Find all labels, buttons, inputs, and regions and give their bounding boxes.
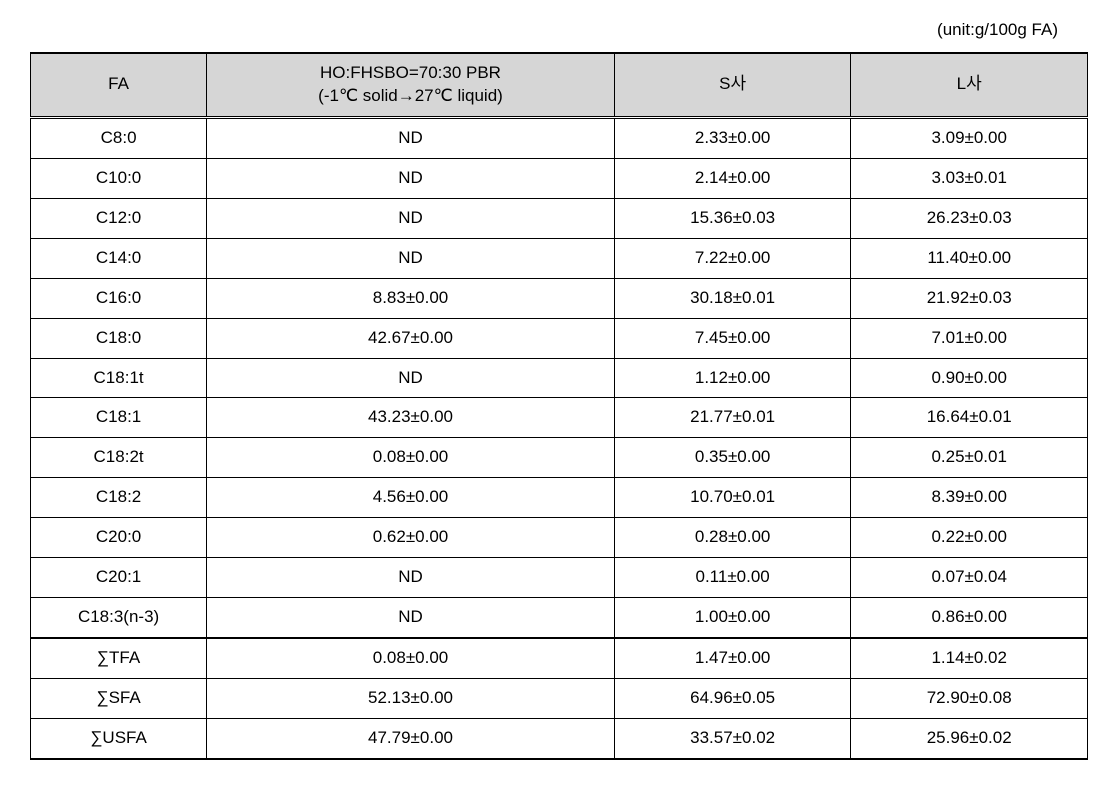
- cell-fa: C18:1t: [31, 358, 207, 398]
- table-row: C18:1 43.23±0.00 21.77±0.01 16.64±0.01: [31, 398, 1088, 438]
- cell-v1: ND: [207, 598, 615, 638]
- col-header-s: S사: [614, 53, 851, 117]
- cell-v3: 3.03±0.01: [851, 158, 1088, 198]
- cell-v3: 0.22±0.00: [851, 518, 1088, 558]
- table-row: C10:0 ND 2.14±0.00 3.03±0.01: [31, 158, 1088, 198]
- cell-fa: C18:2t: [31, 438, 207, 478]
- cell-v1: 42.67±0.00: [207, 318, 615, 358]
- cell-v3: 11.40±0.00: [851, 238, 1088, 278]
- cell-v1: 47.79±0.00: [207, 718, 615, 758]
- cell-v1: 4.56±0.00: [207, 478, 615, 518]
- table-row: C8:0 ND 2.33±0.00 3.09±0.00: [31, 117, 1088, 158]
- cell-fa: ∑USFA: [31, 718, 207, 758]
- cell-v3: 1.14±0.02: [851, 638, 1088, 678]
- col-header-pbr: HO:FHSBO=70:30 PBR (-1℃ solid→27℃ liquid…: [207, 53, 615, 117]
- table-row: C18:2t 0.08±0.00 0.35±0.00 0.25±0.01: [31, 438, 1088, 478]
- cell-v2: 2.14±0.00: [614, 158, 851, 198]
- col-header-fa: FA: [31, 53, 207, 117]
- cell-fa: C16:0: [31, 278, 207, 318]
- cell-v2: 21.77±0.01: [614, 398, 851, 438]
- cell-v2: 2.33±0.00: [614, 117, 851, 158]
- cell-fa: C14:0: [31, 238, 207, 278]
- table-row: C16:0 8.83±0.00 30.18±0.01 21.92±0.03: [31, 278, 1088, 318]
- cell-v3: 3.09±0.00: [851, 117, 1088, 158]
- col-header-l: L사: [851, 53, 1088, 117]
- cell-v2: 7.45±0.00: [614, 318, 851, 358]
- cell-v3: 72.90±0.08: [851, 679, 1088, 719]
- cell-v2: 0.28±0.00: [614, 518, 851, 558]
- cell-v1: ND: [207, 558, 615, 598]
- cell-v2: 1.12±0.00: [614, 358, 851, 398]
- col-header-pbr-line2: (-1℃ solid→27℃ liquid): [318, 86, 503, 105]
- cell-fa: C10:0: [31, 158, 207, 198]
- table-row: C18:2 4.56±0.00 10.70±0.01 8.39±0.00: [31, 478, 1088, 518]
- cell-v1: ND: [207, 117, 615, 158]
- cell-v2: 10.70±0.01: [614, 478, 851, 518]
- cell-v2: 30.18±0.01: [614, 278, 851, 318]
- unit-caption: (unit:g/100g FA): [30, 20, 1088, 40]
- cell-fa: C20:0: [31, 518, 207, 558]
- table-row: C18:0 42.67±0.00 7.45±0.00 7.01±0.00: [31, 318, 1088, 358]
- cell-fa: ∑TFA: [31, 638, 207, 678]
- fa-composition-table: FA HO:FHSBO=70:30 PBR (-1℃ solid→27℃ liq…: [30, 52, 1088, 760]
- col-header-pbr-line1: HO:FHSBO=70:30 PBR: [320, 63, 501, 82]
- cell-v3: 7.01±0.00: [851, 318, 1088, 358]
- table-summary-row: ∑SFA 52.13±0.00 64.96±0.05 72.90±0.08: [31, 679, 1088, 719]
- cell-v3: 8.39±0.00: [851, 478, 1088, 518]
- cell-v1: 8.83±0.00: [207, 278, 615, 318]
- cell-v1: 0.08±0.00: [207, 638, 615, 678]
- cell-v2: 7.22±0.00: [614, 238, 851, 278]
- cell-fa: C20:1: [31, 558, 207, 598]
- cell-fa: C8:0: [31, 117, 207, 158]
- cell-v1: 43.23±0.00: [207, 398, 615, 438]
- cell-v3: 21.92±0.03: [851, 278, 1088, 318]
- cell-v3: 26.23±0.03: [851, 198, 1088, 238]
- table-summary-row: ∑TFA 0.08±0.00 1.47±0.00 1.14±0.02: [31, 638, 1088, 678]
- table-header-row: FA HO:FHSBO=70:30 PBR (-1℃ solid→27℃ liq…: [31, 53, 1088, 117]
- cell-v1: 0.62±0.00: [207, 518, 615, 558]
- cell-fa: C18:2: [31, 478, 207, 518]
- cell-v1: ND: [207, 158, 615, 198]
- table-row: C12:0 ND 15.36±0.03 26.23±0.03: [31, 198, 1088, 238]
- cell-v2: 0.11±0.00: [614, 558, 851, 598]
- col-header-l-label: L사: [957, 74, 982, 93]
- cell-v2: 33.57±0.02: [614, 718, 851, 758]
- cell-v3: 25.96±0.02: [851, 718, 1088, 758]
- cell-v2: 0.35±0.00: [614, 438, 851, 478]
- table-row: C18:3(n-3) ND 1.00±0.00 0.86±0.00: [31, 598, 1088, 638]
- cell-v1: ND: [207, 198, 615, 238]
- table-row: C20:1 ND 0.11±0.00 0.07±0.04: [31, 558, 1088, 598]
- cell-v2: 1.47±0.00: [614, 638, 851, 678]
- cell-v1: 52.13±0.00: [207, 679, 615, 719]
- cell-fa: C18:3(n-3): [31, 598, 207, 638]
- cell-v3: 0.86±0.00: [851, 598, 1088, 638]
- cell-v2: 15.36±0.03: [614, 198, 851, 238]
- cell-v3: 0.25±0.01: [851, 438, 1088, 478]
- cell-v3: 0.07±0.04: [851, 558, 1088, 598]
- table-row: C20:0 0.62±0.00 0.28±0.00 0.22±0.00: [31, 518, 1088, 558]
- cell-fa: C18:1: [31, 398, 207, 438]
- cell-v3: 16.64±0.01: [851, 398, 1088, 438]
- table-row: C14:0 ND 7.22±0.00 11.40±0.00: [31, 238, 1088, 278]
- cell-v1: ND: [207, 358, 615, 398]
- cell-v1: 0.08±0.00: [207, 438, 615, 478]
- col-header-s-label: S사: [719, 74, 746, 93]
- cell-fa: C18:0: [31, 318, 207, 358]
- cell-fa: ∑SFA: [31, 679, 207, 719]
- table-row: C18:1t ND 1.12±0.00 0.90±0.00: [31, 358, 1088, 398]
- cell-v2: 1.00±0.00: [614, 598, 851, 638]
- cell-v3: 0.90±0.00: [851, 358, 1088, 398]
- table-summary-row: ∑USFA 47.79±0.00 33.57±0.02 25.96±0.02: [31, 718, 1088, 758]
- page: (unit:g/100g FA) FA HO:FHSBO=70:30 PBR (…: [0, 0, 1118, 790]
- col-header-fa-label: FA: [108, 74, 129, 93]
- cell-v2: 64.96±0.05: [614, 679, 851, 719]
- cell-fa: C12:0: [31, 198, 207, 238]
- cell-v1: ND: [207, 238, 615, 278]
